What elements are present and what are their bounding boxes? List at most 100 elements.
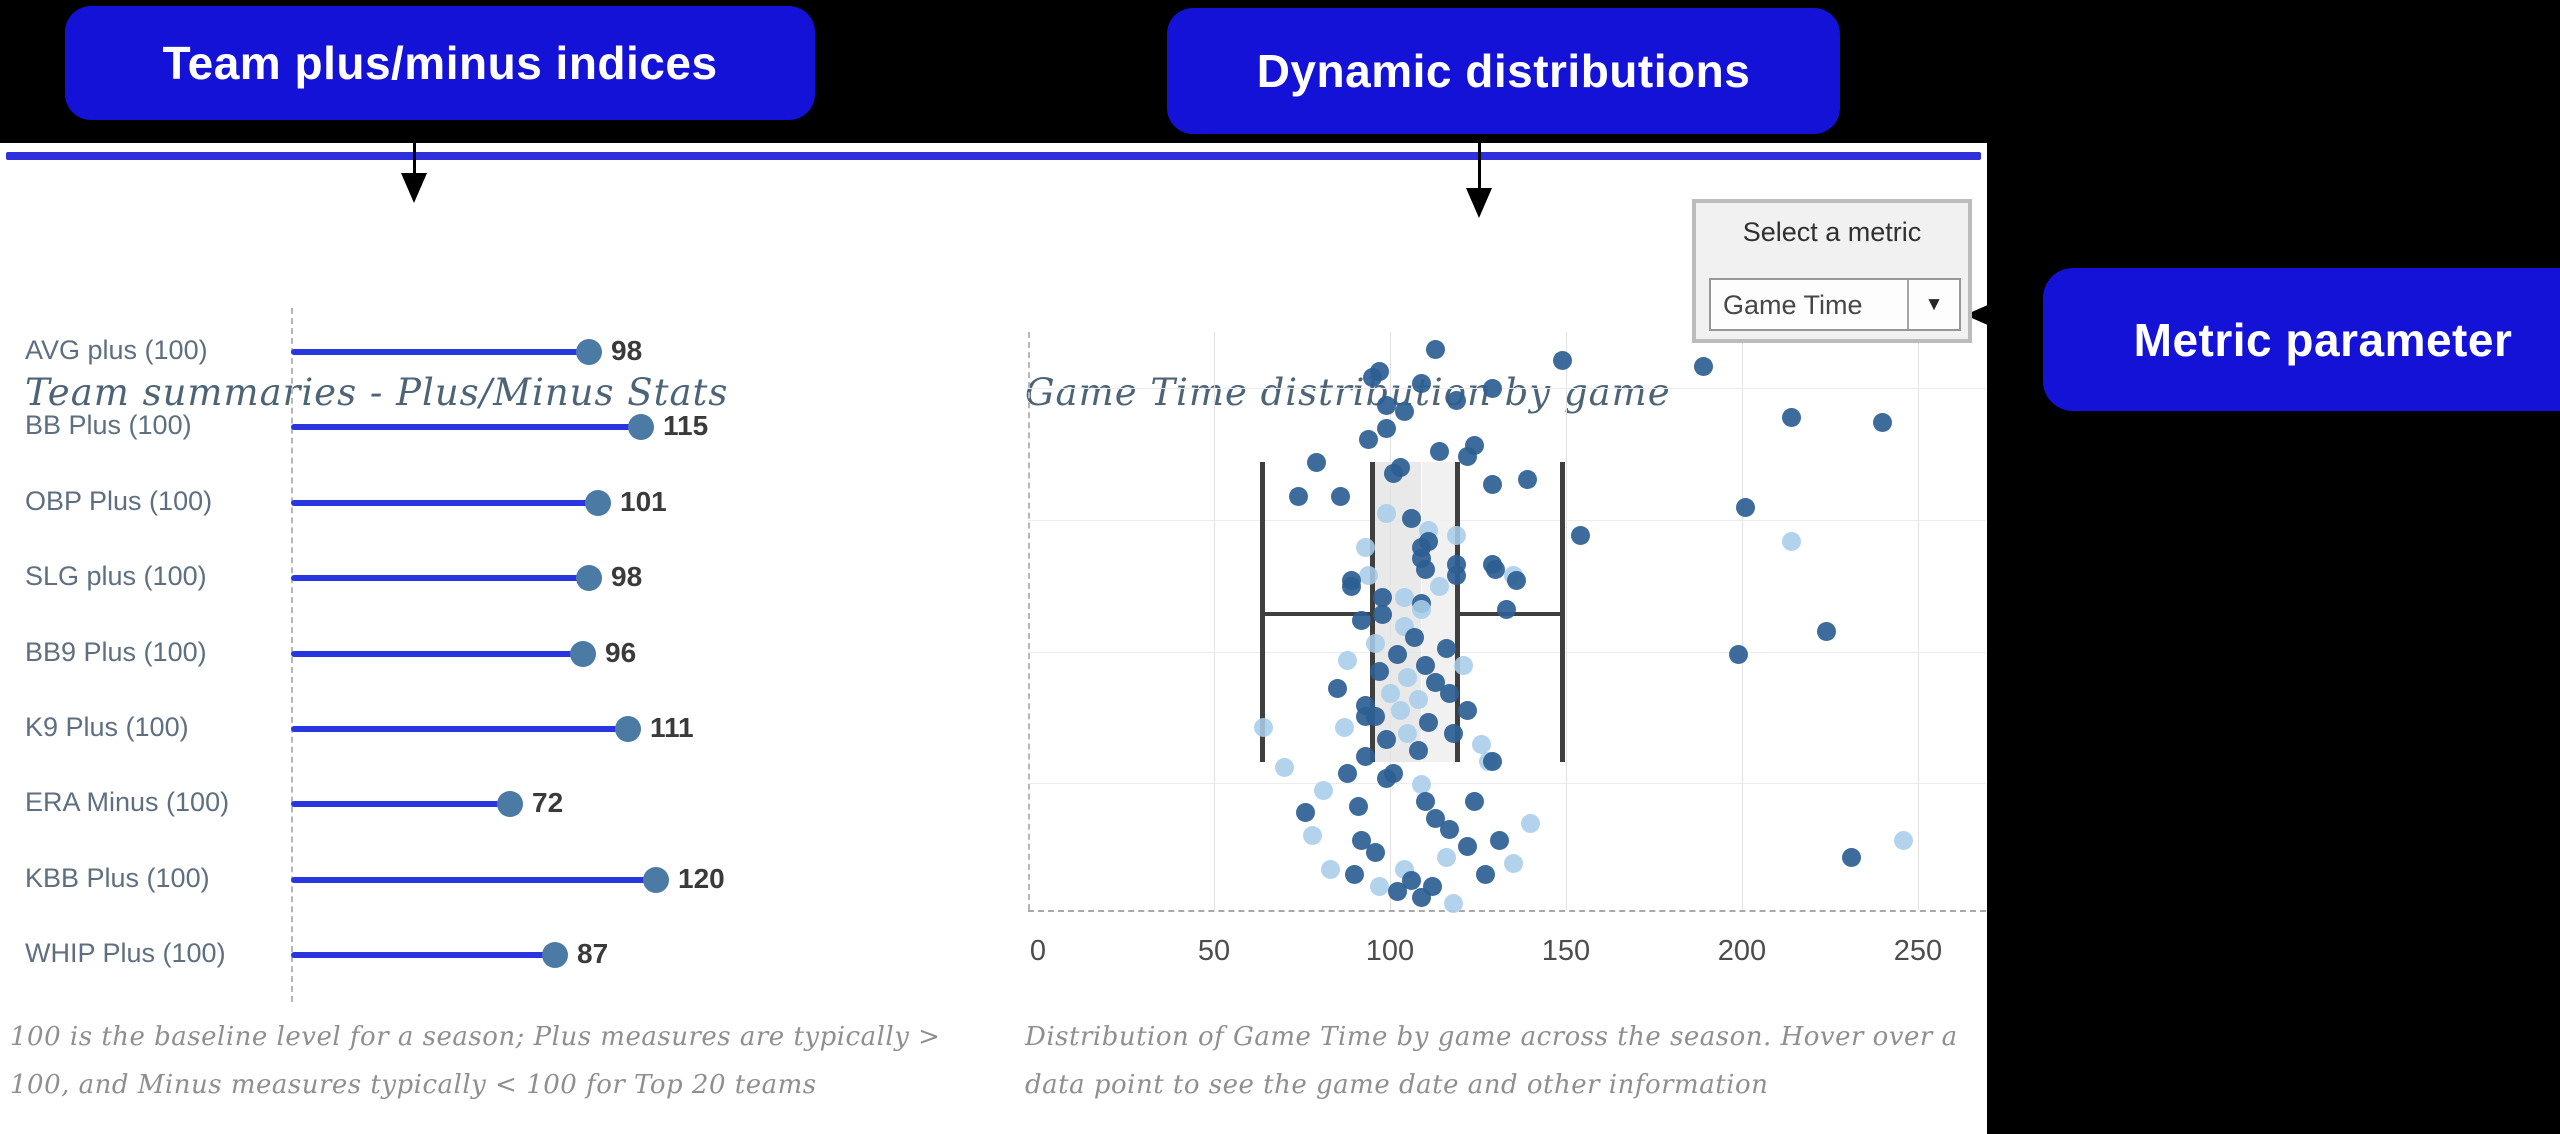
metric-dropdown[interactable]: Game Time ▼ [1709,278,1961,331]
scatter-point[interactable] [1412,888,1431,907]
scatter-point[interactable] [1359,566,1378,585]
scatter-point[interactable] [1366,634,1385,653]
scatter-point[interactable] [1553,351,1572,370]
scatter-point[interactable] [1454,656,1473,675]
scatter-point[interactable] [1296,803,1315,822]
scatter-point[interactable] [1359,430,1378,449]
scatter-point[interactable] [1458,837,1477,856]
scatter-point[interactable] [1366,843,1385,862]
scatter-point[interactable] [1342,577,1361,596]
scatter-point[interactable] [1430,442,1449,461]
scatter-point[interactable] [1303,826,1322,845]
scatter-point[interactable] [1507,571,1526,590]
scatter-point[interactable] [1437,848,1456,867]
scatter-point[interactable] [1483,752,1502,771]
scatter-point[interactable] [1352,831,1371,850]
scatter-point[interactable] [1388,882,1407,901]
scatter-point[interactable] [1363,368,1382,387]
scatter-point[interactable] [1416,656,1435,675]
scatter-point[interactable] [1444,724,1463,743]
scatter-point[interactable] [1729,645,1748,664]
scatter-point[interactable] [1447,391,1466,410]
scatter-point[interactable] [1402,871,1421,890]
scatter-point[interactable] [1377,419,1396,438]
scatter-point[interactable] [1486,560,1505,579]
scatter-point[interactable] [1430,577,1449,596]
scatter-point[interactable] [1381,684,1400,703]
scatter-point[interactable] [1412,374,1431,393]
scatter-point[interactable] [1416,792,1435,811]
metric-dropdown-caret-button[interactable]: ▼ [1907,280,1959,329]
scatter-point[interactable] [1402,509,1421,528]
scatter-point[interactable] [1782,408,1801,427]
scatter-point[interactable] [1388,645,1407,664]
scatter-point[interactable] [1356,538,1375,557]
scatter-point[interactable] [1373,588,1392,607]
scatter-point[interactable] [1391,701,1410,720]
scatter-point[interactable] [1476,865,1495,884]
scatter-point[interactable] [1331,487,1350,506]
scatter-point[interactable] [1398,668,1417,687]
scatter-point[interactable] [1307,453,1326,472]
scatter-point[interactable] [1356,707,1375,726]
scatter-point[interactable] [1842,848,1861,867]
scatter-point[interactable] [1437,639,1456,658]
scatter-point[interactable] [1416,560,1435,579]
scatter-point[interactable] [1349,797,1368,816]
scatter-point[interactable] [1490,831,1509,850]
scatter-point[interactable] [1873,413,1892,432]
scatter-point[interactable] [1370,662,1389,681]
scatter-point[interactable] [1373,605,1392,624]
scatter-point[interactable] [1409,690,1428,709]
scatter-point[interactable] [1321,860,1340,879]
scatter-point[interactable] [1736,498,1755,517]
scatter-point[interactable] [1447,566,1466,585]
scatter-point[interactable] [1254,718,1273,737]
scatter-point[interactable] [1458,701,1477,720]
scatter-point[interactable] [1377,769,1396,788]
scatter-point[interactable] [1694,357,1713,376]
scatter-point[interactable] [1338,651,1357,670]
scatter-point[interactable] [1458,447,1477,466]
scatter-point[interactable] [1472,735,1491,754]
scatter-point[interactable] [1426,340,1445,359]
scatter-point[interactable] [1377,504,1396,523]
scatter-point[interactable] [1405,628,1424,647]
scatter-point[interactable] [1328,679,1347,698]
scatter-point[interactable] [1275,758,1294,777]
scatter-point[interactable] [1384,464,1403,483]
scatter-point[interactable] [1345,865,1364,884]
scatter-point[interactable] [1412,775,1431,794]
scatter-point[interactable] [1314,781,1333,800]
scatter-point[interactable] [1518,470,1537,489]
scatter-point[interactable] [1398,724,1417,743]
scatter-point[interactable] [1571,526,1590,545]
scatter-point[interactable] [1483,379,1502,398]
scatter-point[interactable] [1465,792,1484,811]
scatter-point[interactable] [1444,894,1463,913]
scatter-point[interactable] [1447,526,1466,545]
scatter-point[interactable] [1483,475,1502,494]
scatter-point[interactable] [1370,877,1389,896]
scatter-point[interactable] [1782,532,1801,551]
scatter-point[interactable] [1894,831,1913,850]
scatter-point[interactable] [1377,396,1396,415]
scatter-point[interactable] [1817,622,1836,641]
scatter-point[interactable] [1504,854,1523,873]
scatter-point[interactable] [1335,718,1354,737]
scatter-point[interactable] [1356,747,1375,766]
scatter-point[interactable] [1426,673,1445,692]
scatter-point[interactable] [1419,713,1438,732]
scatter-point[interactable] [1426,809,1445,828]
scatter-point[interactable] [1338,764,1357,783]
scatter-point[interactable] [1497,600,1516,619]
scatter-point[interactable] [1440,820,1459,839]
scatter-point[interactable] [1289,487,1308,506]
scatter-point[interactable] [1395,588,1414,607]
scatter-point[interactable] [1395,402,1414,421]
scatter-point[interactable] [1440,684,1459,703]
scatter-point[interactable] [1412,600,1431,619]
scatter-point[interactable] [1409,741,1428,760]
scatter-point[interactable] [1352,611,1371,630]
scatter-point[interactable] [1521,814,1540,833]
